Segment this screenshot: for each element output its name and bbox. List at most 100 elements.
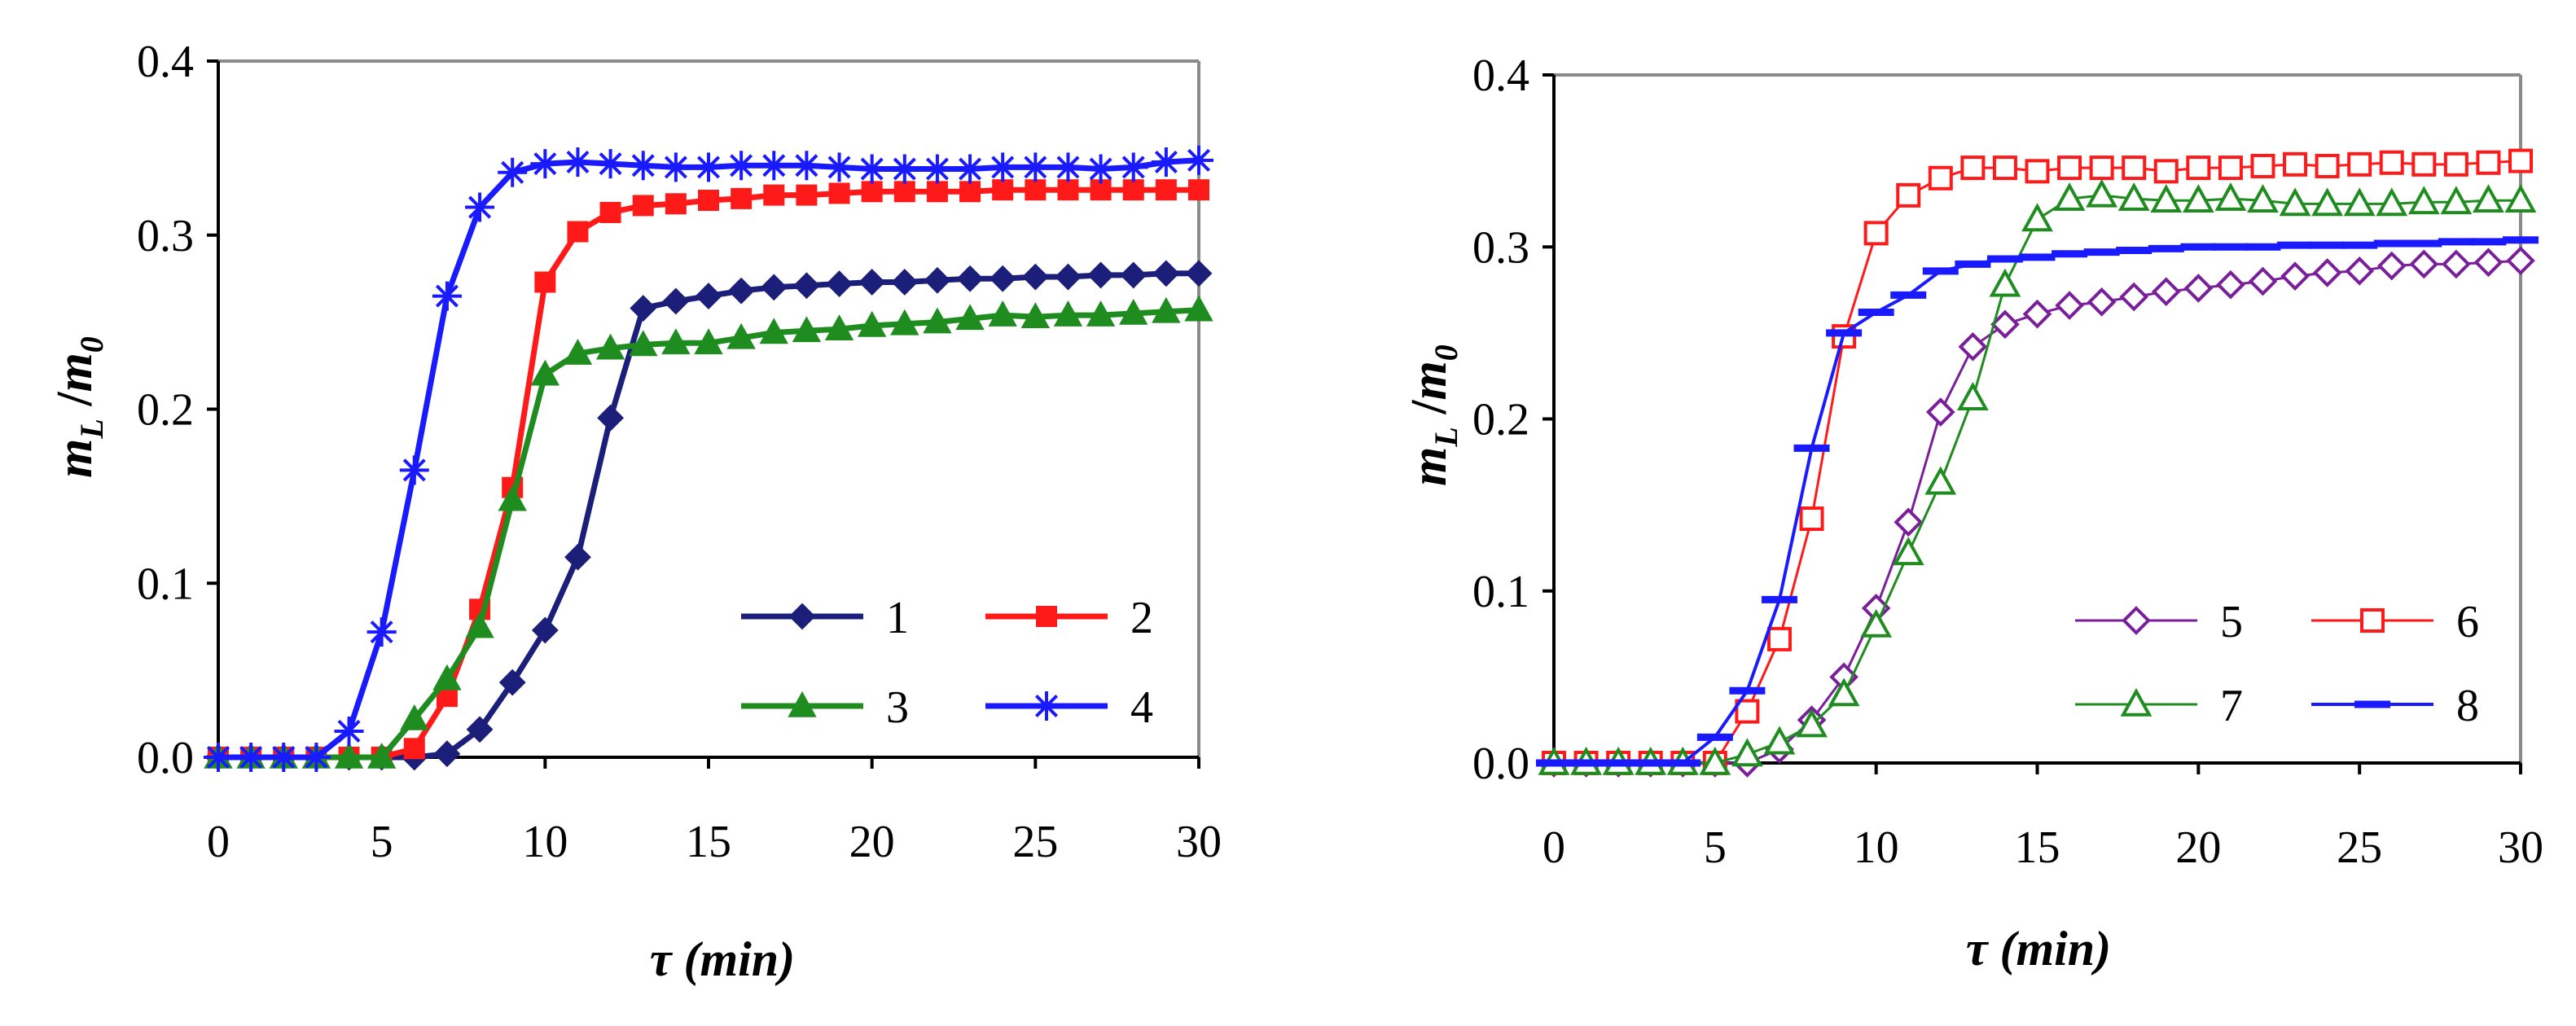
right-series-5-point <box>2442 249 2471 279</box>
right-series-6-point <box>2283 151 2308 177</box>
left-series-3-point <box>857 310 887 337</box>
left-series-3-point <box>824 314 854 340</box>
left-series-2-point <box>731 187 753 209</box>
right-y-tick-label: 0.0 <box>1472 739 1529 789</box>
left-series-2-point <box>567 221 589 243</box>
left-series-1-point <box>630 295 657 322</box>
left-series-1-point <box>1055 263 1082 291</box>
right-series-7-point <box>2407 186 2440 215</box>
left-series-3-point <box>923 307 952 334</box>
left-series-1-point <box>924 266 951 294</box>
left-series-2-point <box>632 195 654 217</box>
left-series-2-point <box>1155 179 1177 201</box>
right-x-tick-label: 15 <box>2015 822 2060 873</box>
right-series-6-point <box>2089 156 2114 181</box>
left-series-2-point <box>861 181 883 203</box>
right-legend-5-marker <box>2122 606 2151 635</box>
left-series-4-point <box>334 716 364 746</box>
left-legend-1-marker <box>788 603 816 630</box>
left-chart-marks: 0.0 0.1 0.2 0.3 0.4 0 5 10 15 20 25 30 1 2 3 4 <box>137 37 1222 867</box>
left-series-4-point <box>432 281 462 311</box>
right-series-5-point <box>2055 291 2084 320</box>
right-x-axis-title: τ (min) <box>1966 922 2111 976</box>
right-legend-6-label: 6 <box>2456 597 2479 647</box>
left-series-1-point <box>760 274 788 301</box>
left-series-4-point <box>1184 145 1213 175</box>
right-series-7-point <box>2214 182 2247 211</box>
right-series-5-point <box>2183 274 2214 303</box>
left-legend-4-label: 4 <box>1130 682 1153 733</box>
right-series-7-point <box>1828 677 1860 707</box>
left-series-3-point <box>1020 302 1051 329</box>
left-x-tick-label: 0 <box>207 817 230 867</box>
left-y-title-den: m <box>47 353 103 392</box>
left-series-1-point <box>891 269 919 296</box>
right-y-title-m: m <box>1402 447 1457 486</box>
left-series-4-point <box>465 192 495 222</box>
left-series-4-point <box>269 743 299 772</box>
left-y-tick-label: 0.0 <box>137 733 194 783</box>
right-y-title-sub: L <box>1428 427 1464 447</box>
left-series-3-point <box>1086 300 1116 327</box>
right-series-7-point <box>1989 268 2021 297</box>
right-legend-7-marker <box>2120 687 2153 717</box>
chart-panel-right: 0.00.10.20.30.40 5 10 15 20 25 305 67 8 τ (min) … <box>1402 50 2543 976</box>
left-series-2-point <box>698 190 719 211</box>
right-series-6-point <box>2411 151 2437 177</box>
right-series-5-point <box>2119 282 2149 312</box>
left-y-tick-label: 0.2 <box>137 385 194 436</box>
left-series-4-point <box>889 154 919 184</box>
left-series-3-point <box>792 316 822 343</box>
left-series-3-point <box>726 322 756 349</box>
left-series-1-point <box>1087 261 1115 289</box>
left-series-4-point <box>1118 152 1148 182</box>
right-series-7-point <box>2182 184 2214 213</box>
right-y-title-slash: / <box>1402 400 1457 428</box>
left-x-axis-title: τ (min) <box>650 932 795 986</box>
right-x-tick-label: 10 <box>1854 822 1899 873</box>
left-legend-4-marker <box>1032 691 1061 721</box>
left-series-4-point <box>792 151 822 181</box>
right-y-title-den-sub: 0 <box>1428 344 1464 361</box>
right-series-7-point <box>2440 186 2473 215</box>
left-series-3-point <box>890 309 919 335</box>
right-series-7-point <box>1796 708 1828 738</box>
left-series-2-point <box>403 738 425 760</box>
left-x-tick-label: 30 <box>1176 817 1222 867</box>
right-series-6-point <box>1799 506 1824 532</box>
left-series-1-point <box>989 265 1016 292</box>
left-series-3-point <box>694 328 723 355</box>
left-series-4-point <box>530 149 560 179</box>
left-series-2-point <box>926 181 948 203</box>
right-series-7-point <box>1924 466 1957 495</box>
left-legend-2-marker <box>1036 606 1057 627</box>
right-series-7-point <box>2117 182 2150 211</box>
left-series-4-point <box>1053 152 1083 182</box>
left-series-1-point <box>498 669 526 696</box>
left-series-2-point <box>1025 179 1047 201</box>
left-series-1-point <box>1152 260 1180 287</box>
left-series-3-point <box>759 318 788 344</box>
right-series-6-point <box>2057 156 2082 181</box>
right-series-6-point <box>1992 156 2017 181</box>
left-series-1-point <box>466 716 494 743</box>
right-legend-7-label: 7 <box>2220 681 2243 731</box>
left-series-1-point <box>564 543 591 571</box>
right-series-7-point <box>1763 726 1796 755</box>
right-series-5-point <box>2248 266 2278 296</box>
left-series-1-point <box>826 270 853 298</box>
left-series-1-point <box>858 269 886 296</box>
left-series-4-point <box>922 154 952 184</box>
left-series-1-point <box>662 287 690 315</box>
left-y-tick-label: 0.4 <box>137 37 194 87</box>
right-series-5-point <box>2376 251 2407 281</box>
right-series-6-point <box>1928 165 1953 191</box>
left-series-3-point <box>1053 300 1083 327</box>
left-series-4-point <box>366 617 397 647</box>
right-series-7-point <box>1892 537 1924 566</box>
right-legend-5-label: 5 <box>2220 597 2243 647</box>
left-series-4-point <box>694 152 723 182</box>
right-series-5-point <box>2312 258 2342 287</box>
left-series-3-point <box>988 300 1017 327</box>
